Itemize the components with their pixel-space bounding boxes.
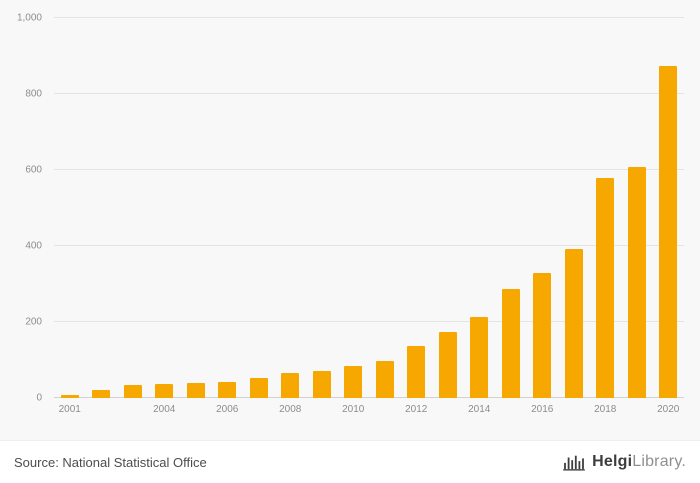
footer: Source: National Statistical Office Helg… [0, 440, 700, 483]
bar-2014 [470, 317, 489, 398]
bar-2007 [249, 378, 268, 398]
bar-slot-2013 [432, 18, 464, 398]
y-tick-label-400: 400 [25, 240, 42, 252]
bar-2011 [375, 360, 394, 398]
bar-slot-2009 [306, 18, 338, 398]
source-text: Source: National Statistical Office [14, 454, 207, 470]
x-tick-label-2009 [306, 404, 338, 418]
bar-2018 [596, 177, 615, 398]
bar-2015 [501, 288, 520, 398]
bar-slot-2011 [369, 18, 401, 398]
x-axis-labels: 2001 2004 2006 2008 2010 2012 2014 2016 2018 2020 [54, 404, 684, 418]
gridline-800 [54, 93, 684, 94]
bar-2009 [312, 371, 331, 398]
bar-slot-2018 [590, 18, 622, 398]
helgi-library-logo[interactable]: HelgiLibrary. [563, 453, 686, 471]
bar-2001 [60, 394, 79, 398]
brand-text: HelgiLibrary. [592, 453, 686, 471]
x-tick-label-2019 [621, 404, 653, 418]
gridline-200 [54, 321, 684, 322]
y-tick-label-0: 0 [36, 392, 42, 404]
plot-area: 0 200 400 600 800 1,000 [17, 13, 684, 404]
bar-2016 [533, 273, 552, 398]
bar-slot-2019 [621, 18, 653, 398]
bar-2013 [438, 331, 457, 398]
bar-2012 [407, 345, 426, 398]
bar-slot-2005 [180, 18, 212, 398]
gridline-1000 [54, 17, 684, 18]
bar-slot-2014 [464, 18, 496, 398]
bar-chart: 0 200 400 600 800 1,000 2001 2004 2006 2008 2010 2… [17, 13, 684, 418]
x-tick-label-2001: 2001 [58, 404, 81, 415]
bar-slot-2006 [212, 18, 244, 398]
x-tick-label-2004: 2004 [153, 404, 176, 415]
x-tick-label-2018: 2018 [594, 404, 617, 415]
bar-slot-2004 [149, 18, 181, 398]
y-tick-label-1000: 1,000 [16, 12, 42, 24]
x-tick-label-2014: 2014 [468, 404, 491, 415]
bar-2005 [186, 382, 205, 398]
bar-slot-2008 [275, 18, 307, 398]
bar-2003 [123, 385, 142, 398]
y-tick-label-800: 800 [25, 88, 42, 100]
x-tick-label-2015 [495, 404, 527, 418]
gridline-600 [54, 169, 684, 170]
bar-slot-2001 [54, 18, 86, 398]
x-tick-label-2017 [558, 404, 590, 418]
x-tick-label-2007 [243, 404, 275, 418]
bar-slot-2010 [338, 18, 370, 398]
bar-slot-2020 [653, 18, 685, 398]
gridline-400 [54, 245, 684, 246]
bar-slot-2007 [243, 18, 275, 398]
brand-library: Library. [632, 453, 686, 470]
bar-2019 [627, 167, 646, 398]
x-tick-label-2011 [369, 404, 401, 418]
bar-2006 [218, 381, 237, 398]
y-tick-label-200: 200 [25, 316, 42, 328]
bar-slot-2012 [401, 18, 433, 398]
x-tick-label-2002 [86, 404, 118, 418]
x-tick-label-2013 [432, 404, 464, 418]
bars-container [54, 18, 684, 398]
x-tick-label-2020: 2020 [657, 404, 680, 415]
bar-2020 [659, 66, 678, 398]
bar-2002 [92, 389, 111, 398]
bar-slot-2002 [86, 18, 118, 398]
bar-slot-2016 [527, 18, 559, 398]
gridline-0 [54, 397, 684, 398]
x-tick-label-2012: 2012 [405, 404, 428, 415]
brand-helgi: Helgi [592, 453, 633, 470]
x-tick-label-2005 [180, 404, 212, 418]
helgi-logo-icon [563, 453, 585, 471]
bar-slot-2003 [117, 18, 149, 398]
bar-slot-2017 [558, 18, 590, 398]
y-tick-label-600: 600 [25, 164, 42, 176]
bar-2008 [281, 372, 300, 398]
x-tick-label-2006: 2006 [216, 404, 239, 415]
x-tick-label-2003 [117, 404, 149, 418]
x-tick-label-2008: 2008 [279, 404, 302, 415]
x-tick-label-2010: 2010 [342, 404, 365, 415]
bar-slot-2015 [495, 18, 527, 398]
bar-2017 [564, 248, 583, 398]
x-tick-label-2016: 2016 [531, 404, 554, 415]
bar-2004 [155, 384, 174, 398]
bar-2010 [344, 365, 363, 398]
